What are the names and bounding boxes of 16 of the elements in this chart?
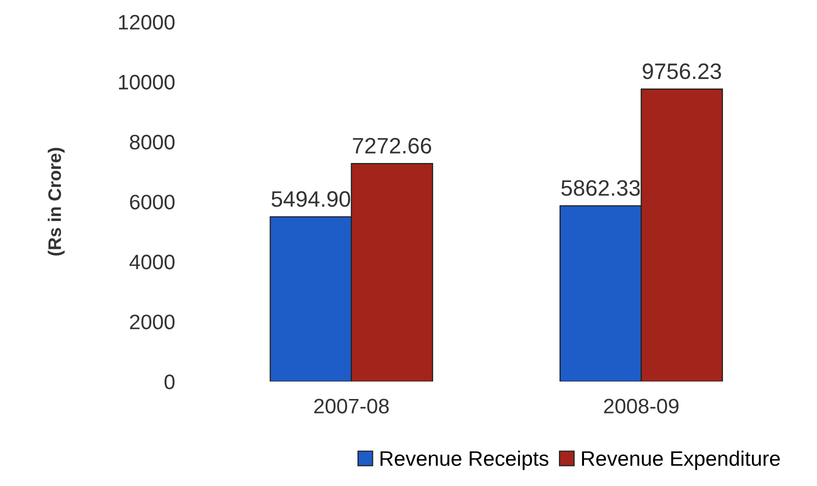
x-tick-label: 2007-08 [314, 398, 389, 414]
y-axis-title: (Rs in Crore) [48, 148, 65, 256]
data-label: 5862.33 [561, 180, 640, 196]
legend-label: Revenue Expenditure [582, 450, 780, 470]
data-label: 7272.66 [352, 138, 432, 154]
legend-label: Revenue Receipts [380, 450, 548, 470]
y-tick-label: 10000 [118, 74, 175, 90]
x-tick-label: 2008-09 [604, 398, 678, 414]
y-tick-label: 6000 [130, 194, 175, 210]
data-label: 9756.23 [642, 63, 722, 80]
data-label: 5494.90 [272, 191, 350, 207]
y-tick-label: 8000 [130, 134, 175, 150]
y-tick-label: 2000 [130, 314, 175, 330]
y-tick-label: 4000 [129, 254, 175, 270]
y-tick-label: 0 [164, 374, 175, 390]
y-tick-label: 12000 [118, 14, 175, 30]
